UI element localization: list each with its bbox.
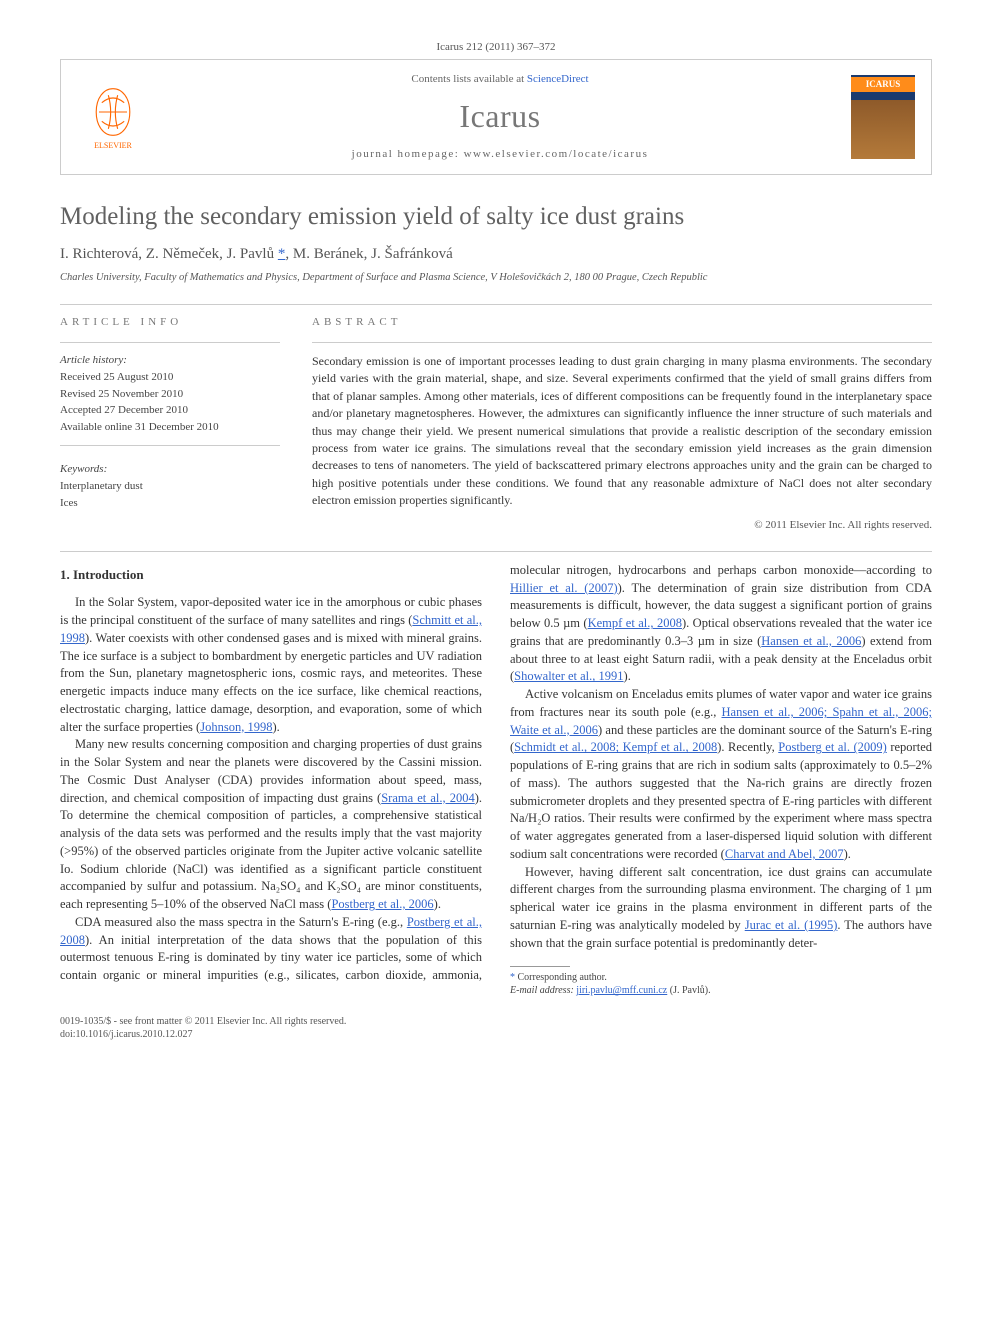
body-two-column: 1. Introduction In the Solar System, vap… [60,562,932,998]
p4d: reported populations of E-ring grains th… [510,740,932,861]
ref-postberg-2009[interactable]: Postberg et al. (2009) [778,740,887,754]
abstract-copyright: © 2011 Elsevier Inc. All rights reserved… [312,518,932,533]
footnote-rule [510,966,570,967]
info-abstract-row: ARTICLE INFO Article history: Received 2… [60,315,932,533]
p2c: ). [434,897,441,911]
ref-hansen-2006[interactable]: Hansen et al., 2006 [761,634,861,648]
divider-bottom [60,551,932,552]
article-info-column: ARTICLE INFO Article history: Received 2… [60,315,280,533]
corresponding-author-link[interactable]: * [278,246,286,262]
homepage-prefix: journal homepage: [352,148,464,160]
para-1: In the Solar System, vapor-deposited wat… [60,594,482,736]
abstract-text: Secondary emission is one of important p… [312,353,932,510]
corresponding-footnote: * Corresponding author. [510,971,932,984]
homepage-url: www.elsevier.com/locate/icarus [464,148,649,160]
p4e: ). [844,847,851,861]
info-divider-1 [60,342,280,343]
journal-cover-thumbnail: ICARUS [851,75,915,159]
contents-prefix: Contents lists available at [411,73,526,85]
article-title: Modeling the secondary emission yield of… [60,199,932,234]
ref-showalter-1991[interactable]: Showalter et al., 1991 [514,669,623,683]
authors-text: I. Richterová, Z. Němeček, J. Pavlů *, M… [60,246,453,262]
ref-johnson-1998[interactable]: Johnson, 1998 [200,720,272,734]
keywords-label: Keywords: [60,462,280,477]
section-1-heading: 1. Introduction [60,566,482,584]
star-icon: * [510,972,518,983]
citation-line: Icarus 212 (2011) 367–372 [60,40,932,55]
author-list: I. Richterová, Z. Němeček, J. Pavlů *, M… [60,244,932,265]
para-5: However, having different salt concentra… [510,864,932,953]
para-4: Active volcanism on Enceladus emits plum… [510,686,932,864]
email-who: (J. Pavlů). [667,985,710,996]
email-link[interactable]: jiri.pavlu@mff.cuni.cz [576,985,667,996]
abstract-column: ABSTRACT Secondary emission is one of im… [312,315,932,533]
p1b: ). Water coexists with other condensed g… [60,631,482,734]
header-center: Contents lists available at ScienceDirec… [149,72,851,162]
journal-header-box: ELSEVIER Contents lists available at Sci… [60,59,932,175]
homepage-line: journal homepage: www.elsevier.com/locat… [149,147,851,162]
revised-line: Revised 25 November 2010 [60,387,280,402]
ref-jurac-1995[interactable]: Jurac et al. (1995) [745,918,838,932]
ref-postberg-2006[interactable]: Postberg et al., 2006 [331,897,433,911]
footer-issn-line: 0019-1035/$ - see front matter © 2011 El… [60,1015,932,1028]
contents-line: Contents lists available at ScienceDirec… [149,72,851,87]
corr-text: Corresponding author. [518,972,607,983]
ref-schmidt-kempf-2008[interactable]: Schmidt et al., 2008; Kempf et al., 2008 [514,740,717,754]
ref-charvat-abel-2007[interactable]: Charvat and Abel, 2007 [725,847,844,861]
online-line: Available online 31 December 2010 [60,420,280,435]
keyword-2: Ices [60,496,280,511]
history-label: Article history: [60,353,280,368]
elsevier-logo: ELSEVIER [77,77,149,157]
footnote-block: * Corresponding author. E-mail address: … [510,966,932,997]
sciencedirect-link[interactable]: ScienceDirect [527,73,589,85]
email-label: E-mail address: [510,985,576,996]
received-line: Received 25 August 2010 [60,370,280,385]
keyword-1: Interplanetary dust [60,479,280,494]
cover-label: ICARUS [851,77,915,92]
p2b: ). To determine the chemical composition… [60,791,482,912]
elsevier-label: ELSEVIER [94,140,132,151]
p3f: ). [624,669,631,683]
p4c: ). Recently, [717,740,778,754]
email-footnote: E-mail address: jiri.pavlu@mff.cuni.cz (… [510,984,932,997]
ref-hillier-2007[interactable]: Hillier et al. (2007) [510,581,618,595]
ref-srama-2004[interactable]: Srama et al., 2004 [381,791,475,805]
accepted-line: Accepted 27 December 2010 [60,403,280,418]
footer-block: 0019-1035/$ - see front matter © 2011 El… [60,1015,932,1041]
ref-kempf-2008[interactable]: Kempf et al., 2008 [588,616,682,630]
abstract-heading: ABSTRACT [312,315,932,330]
para-2: Many new results concerning composition … [60,736,482,914]
abstract-divider [312,342,932,343]
p1c: ). [272,720,279,734]
keywords-block: Keywords: Interplanetary dust Ices [60,462,280,511]
article-info-heading: ARTICLE INFO [60,315,280,330]
journal-name: Icarus [149,94,851,139]
p3a: CDA measured also the mass spectra in th… [75,915,407,929]
affiliation: Charles University, Faculty of Mathemati… [60,271,932,286]
footer-doi-line: doi:10.1016/j.icarus.2010.12.027 [60,1028,932,1041]
info-divider-2 [60,445,280,446]
divider-top [60,304,932,305]
